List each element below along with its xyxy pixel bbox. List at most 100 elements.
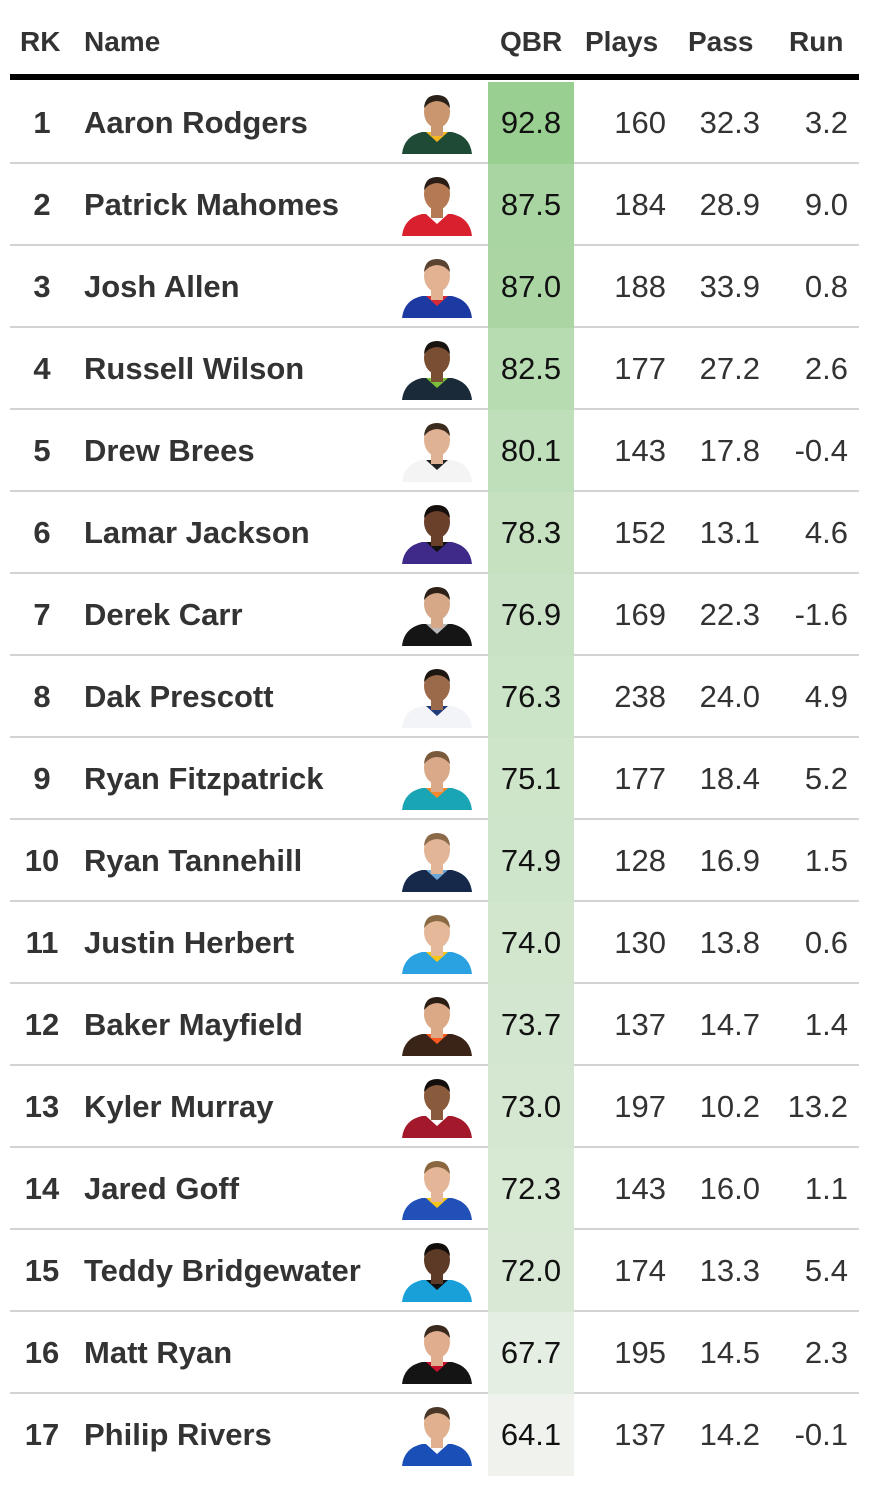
player-name: Dak Prescott xyxy=(84,679,274,714)
pass-value: 16.9 xyxy=(699,843,760,878)
run-value: 5.4 xyxy=(804,1253,848,1288)
table-row[interactable]: 9 Ryan Fitzpatrick 75.1 177 18.4 5.2 xyxy=(10,738,859,820)
table-row[interactable]: 17 Philip Rivers 64.1 137 14.2 -0.1 xyxy=(10,1394,859,1476)
hair-shape xyxy=(424,177,450,190)
player-headshot xyxy=(402,669,472,728)
qbr-value: 72.3 xyxy=(500,1171,562,1206)
table-row[interactable]: 6 Lamar Jackson 78.3 152 13.1 4.6 xyxy=(10,492,859,574)
qbr-heat-cell xyxy=(488,410,574,492)
rank-cell: 6 xyxy=(33,515,51,550)
qbr-heat-cell xyxy=(488,984,574,1066)
rank-cell: 17 xyxy=(24,1417,60,1452)
plays-value: 137 xyxy=(614,1417,666,1452)
qbr-value: 87.0 xyxy=(500,269,562,304)
plays-value: 184 xyxy=(614,187,666,222)
table-row[interactable]: 1 Aaron Rodgers 92.8 160 32.3 3.2 xyxy=(10,82,859,164)
player-name: Philip Rivers xyxy=(84,1417,272,1452)
player-name: Kyler Murray xyxy=(84,1089,274,1124)
hair-shape xyxy=(424,505,450,518)
plays-value: 137 xyxy=(614,1007,666,1042)
table-row[interactable]: 2 Patrick Mahomes 87.5 184 28.9 9.0 xyxy=(10,164,859,246)
plays-value: 143 xyxy=(614,433,666,468)
header-qbr[interactable]: QBR xyxy=(500,26,563,57)
header-rk[interactable]: RK xyxy=(20,26,61,57)
rank-cell: 5 xyxy=(33,433,51,468)
table-row[interactable]: 7 Derek Carr 76.9 169 22.3 -1.6 xyxy=(10,574,859,656)
player-name: Matt Ryan xyxy=(84,1335,233,1370)
hair-shape xyxy=(424,1079,450,1092)
hair-shape xyxy=(424,587,450,600)
qbr-value: 73.0 xyxy=(500,1089,562,1124)
table-row[interactable]: 10 Ryan Tannehill 74.9 128 16.9 1.5 xyxy=(10,820,859,902)
hair-shape xyxy=(424,341,450,354)
qbr-value: 87.5 xyxy=(500,187,562,222)
face-shape xyxy=(424,424,450,456)
jersey-shape xyxy=(402,1116,472,1138)
table-row[interactable]: 13 Kyler Murray 73.0 197 10.2 13.2 xyxy=(10,1066,859,1148)
table-row[interactable]: 11 Justin Herbert 74.0 130 13.8 0.6 xyxy=(10,902,859,984)
table-row[interactable]: 8 Dak Prescott 76.3 238 24.0 4.9 xyxy=(10,656,859,738)
run-value: -0.1 xyxy=(794,1417,848,1452)
player-name: Lamar Jackson xyxy=(84,515,310,550)
hair-shape xyxy=(424,1161,450,1174)
header-pass[interactable]: Pass xyxy=(688,26,754,57)
player-name: Teddy Bridgewater xyxy=(84,1253,361,1288)
qbr-heat-cell xyxy=(488,328,574,410)
hair-shape xyxy=(424,997,450,1010)
rank-cell: 16 xyxy=(24,1335,60,1370)
qbr-heat-cell xyxy=(488,1312,574,1394)
hair-shape xyxy=(424,1407,450,1420)
header-plays[interactable]: Plays xyxy=(585,26,659,57)
jersey-shape xyxy=(402,132,472,154)
jersey-shape xyxy=(402,460,472,482)
hair-shape xyxy=(424,423,450,436)
face-shape xyxy=(424,260,450,292)
hair-shape xyxy=(424,915,450,928)
rank-cell: 12 xyxy=(24,1007,60,1042)
jersey-shape xyxy=(402,1280,472,1302)
table-row[interactable]: 5 Drew Brees 80.1 143 17.8 -0.4 xyxy=(10,410,859,492)
jersey-shape xyxy=(402,542,472,564)
player-headshot xyxy=(402,1407,472,1466)
player-name: Aaron Rodgers xyxy=(84,105,308,140)
plays-value: 169 xyxy=(614,597,666,632)
run-value: 1.1 xyxy=(804,1171,848,1206)
qbr-heat-cell xyxy=(488,1230,574,1312)
table-row[interactable]: 15 Teddy Bridgewater 72.0 174 13.3 5.4 xyxy=(10,1230,859,1312)
run-value: 0.8 xyxy=(804,269,848,304)
pass-value: 14.7 xyxy=(699,1007,760,1042)
jersey-shape xyxy=(402,788,472,810)
player-name: Drew Brees xyxy=(84,433,255,468)
rank-cell: 13 xyxy=(24,1089,60,1124)
jersey-shape xyxy=(402,1444,472,1466)
header-name[interactable]: Name xyxy=(84,26,161,57)
run-value: 0.6 xyxy=(804,925,848,960)
rank-cell: 3 xyxy=(33,269,51,304)
qbr-heat-cell xyxy=(488,246,574,328)
qbr-value: 92.8 xyxy=(500,105,562,140)
pass-value: 33.9 xyxy=(699,269,760,304)
jersey-shape xyxy=(402,706,472,728)
plays-value: 195 xyxy=(614,1335,666,1370)
qbr-heat-cell xyxy=(488,574,574,656)
qbr-value: 82.5 xyxy=(500,351,562,386)
table-row[interactable]: 12 Baker Mayfield 73.7 137 14.7 1.4 xyxy=(10,984,859,1066)
table-row[interactable]: 3 Josh Allen 87.0 188 33.9 0.8 xyxy=(10,246,859,328)
qbr-heat-cell xyxy=(488,820,574,902)
hair-shape xyxy=(424,833,450,846)
table-row[interactable]: 14 Jared Goff 72.3 143 16.0 1.1 xyxy=(10,1148,859,1230)
hair-shape xyxy=(424,669,450,682)
header-run[interactable]: Run xyxy=(789,26,844,57)
qbr-value: 80.1 xyxy=(500,433,562,468)
pass-value: 22.3 xyxy=(699,597,760,632)
pass-value: 16.0 xyxy=(699,1171,760,1206)
rank-cell: 4 xyxy=(33,351,51,386)
face-shape xyxy=(424,752,450,784)
table-row[interactable]: 4 Russell Wilson 82.5 177 27.2 2.6 xyxy=(10,328,859,410)
plays-value: 197 xyxy=(614,1089,666,1124)
jersey-shape xyxy=(402,952,472,974)
plays-value: 152 xyxy=(614,515,666,550)
table-row[interactable]: 16 Matt Ryan 67.7 195 14.5 2.3 xyxy=(10,1312,859,1394)
pass-value: 14.5 xyxy=(699,1335,760,1370)
rank-cell: 14 xyxy=(24,1171,60,1206)
